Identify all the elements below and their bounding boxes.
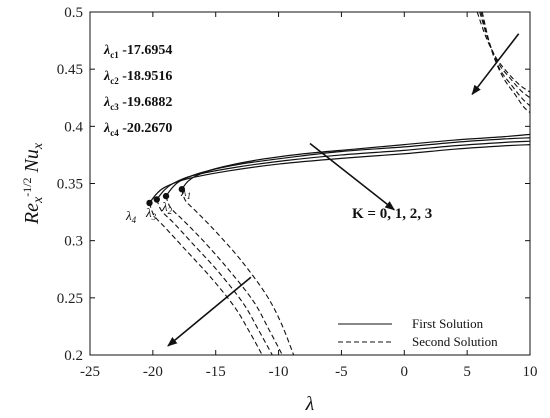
x-tick-label-1: -20 <box>143 364 163 380</box>
plot-frame <box>89 11 531 356</box>
second-solution-right-line-1 <box>476 12 530 93</box>
second-solution-left-line-3 <box>156 199 273 355</box>
legend-label-1: First Solution <box>412 316 484 331</box>
x-tick-label-5: 0 <box>401 364 409 380</box>
critical-value-2: λc2 -18.9516 <box>103 69 172 86</box>
point-label-1: λ1 <box>180 184 191 201</box>
point-label-4: λ4 <box>125 208 137 225</box>
critical-point-2 <box>162 192 170 200</box>
first-solution-line-1 <box>181 133 530 190</box>
y-tick-label-4: 0.4 <box>64 119 83 135</box>
y-tick-label-2: 0.3 <box>64 234 83 250</box>
second-solution-left-line-4 <box>148 202 263 355</box>
y-tick-label-3: 0.35 <box>57 177 83 193</box>
point-label-2: λ2 <box>161 199 173 216</box>
direction-arrow-2 <box>167 276 252 347</box>
point-label-3: λ3 <box>145 205 157 222</box>
direction-arrow-1 <box>309 142 396 211</box>
y-tick-label-5: 0.45 <box>57 62 83 78</box>
k-annotation: K = 0, 1, 2, 3 <box>352 206 432 222</box>
first-solution-line-4 <box>149 144 530 204</box>
direction-arrow-3 <box>471 33 520 96</box>
critical-point-1 <box>178 186 186 193</box>
y-tick-label-6: 0.5 <box>64 5 83 21</box>
y-tick-label-0: 0.2 <box>64 348 83 364</box>
x-tick-label-0: -25 <box>80 364 100 380</box>
critical-point-4 <box>146 199 153 207</box>
x-tick-label-2: -15 <box>206 364 226 380</box>
x-axis-title: λ <box>305 393 315 415</box>
critical-point-3 <box>153 196 160 203</box>
x-tick-label-3: -10 <box>269 364 289 380</box>
x-tick-label-6: 5 <box>463 364 471 380</box>
x-tick-label-4: -5 <box>335 364 348 380</box>
second-solution-right-line-3 <box>480 12 530 107</box>
second-solution-right-line-2 <box>479 12 530 99</box>
y-tick-label-1: 0.25 <box>57 291 83 307</box>
y-axis-title: Rex-1/2 Nux <box>20 142 46 225</box>
second-solution-left-line-2 <box>165 195 283 355</box>
second-solution-left-line-1 <box>181 189 295 355</box>
x-tick-label-7: 10 <box>523 364 538 380</box>
critical-value-1: λc1 -17.6954 <box>103 43 172 60</box>
legend-label-2: Second Solution <box>412 334 498 349</box>
critical-value-4: λc4 -20.2670 <box>103 121 172 138</box>
second-solution-right-line-4 <box>481 12 530 114</box>
critical-value-3: λc3 -19.6882 <box>103 95 172 112</box>
